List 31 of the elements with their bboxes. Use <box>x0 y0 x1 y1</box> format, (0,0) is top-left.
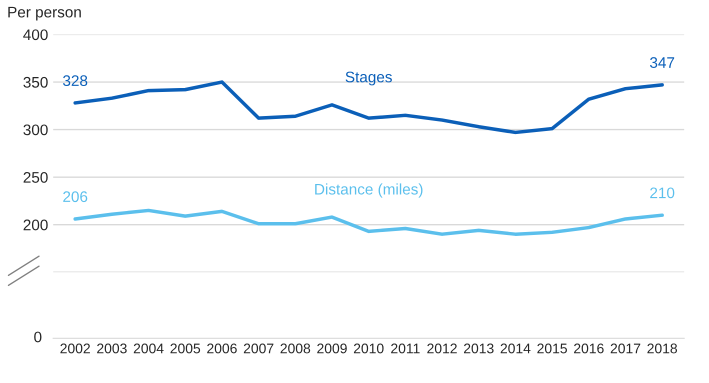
x-tick-label: 2017 <box>610 344 640 354</box>
x-tick-label: 2006 <box>207 344 237 354</box>
x-tick-label: 2009 <box>317 344 347 354</box>
series-label: Distance (miles) <box>315 183 422 198</box>
x-tick-label: 2008 <box>280 344 310 354</box>
x-tick-label: 2010 <box>354 344 384 354</box>
y-tick-label: 350 <box>23 76 48 88</box>
y-tick-label: 250 <box>24 172 48 183</box>
text: 0 <box>34 332 42 342</box>
x-tick-label: 2018 <box>647 344 678 354</box>
y-tick-label: 300 <box>23 124 48 136</box>
x-tick-label: 2015 <box>537 344 567 354</box>
x-tick-label: 2007 <box>244 344 274 354</box>
y-axis-title: Per person <box>8 6 81 21</box>
x-tick-label: 2005 <box>170 344 200 354</box>
x-tick-label: 2014 <box>500 344 530 354</box>
data-label: 328 <box>63 75 88 86</box>
data-label: 210 <box>650 187 674 198</box>
series-label: Stages <box>346 72 392 86</box>
x-tick-label: 2004 <box>134 344 164 354</box>
data-label: 206 <box>63 191 88 202</box>
x-tick-label: 2013 <box>464 344 494 354</box>
x-tick-label: 2016 <box>574 344 604 354</box>
x-tick-label: 2012 <box>427 344 457 354</box>
y-tick-label: 200 <box>24 220 48 230</box>
x-tick-label: 2002 <box>60 344 90 354</box>
x-tick-label: 2003 <box>97 344 127 354</box>
x-tick-label: 2011 <box>391 344 420 354</box>
data-label: 347 <box>650 57 674 68</box>
line-series <box>73 208 664 236</box>
y-tick-label: 400 <box>23 29 48 40</box>
